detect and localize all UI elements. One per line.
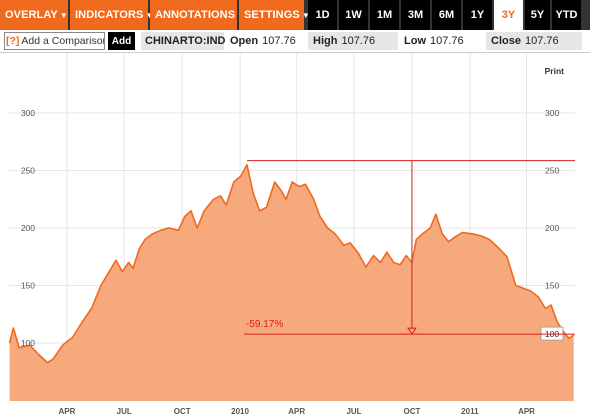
annotations-menu-label: ANNOTATIONS	[155, 9, 236, 21]
annotation-percent-label: -59.17%	[246, 319, 283, 330]
close-value: 107.76	[524, 35, 559, 47]
settings-menu[interactable]: SETTINGS ▼	[239, 0, 310, 30]
overlay-menu-label: OVERLAY	[5, 9, 58, 21]
y-tick-label-right: 150	[545, 281, 559, 291]
add-comparison-button[interactable]: Add	[108, 32, 135, 50]
low-label: Low	[404, 35, 426, 47]
low-stat: Low 107.76	[399, 32, 485, 50]
toolbar: OVERLAY▼ INDICATORS▼ ANNOTATIONS▼ SETTIN…	[0, 0, 590, 30]
x-tick-label: JUL	[117, 407, 132, 416]
period-ytd-button[interactable]: YTD	[552, 0, 581, 30]
ticker-symbol: CHINARTO:IND	[141, 32, 225, 50]
period-1m-button[interactable]: 1M	[370, 0, 399, 30]
x-tick-label: APR	[518, 407, 535, 416]
settings-menu-label: SETTINGS	[244, 9, 300, 21]
y-tick-label-right: 250	[545, 166, 559, 176]
y-tick-label-left: 100	[21, 338, 35, 348]
comparison-input[interactable]: [?] Add a Comparison	[4, 32, 105, 50]
x-tick-label: JUL	[346, 407, 361, 416]
high-value: 107.76	[341, 35, 376, 47]
close-stat: Close 107.76	[486, 32, 582, 50]
period-1y-button[interactable]: 1Y	[463, 0, 492, 30]
period-5y-button[interactable]: 5Y	[525, 0, 550, 30]
comparison-placeholder: Add a Comparison	[21, 35, 105, 47]
open-label: Open	[230, 35, 259, 47]
price-line	[8, 164, 575, 364]
indicators-menu[interactable]: INDICATORS▼	[70, 0, 153, 30]
annotations-menu[interactable]: ANNOTATIONS▼	[150, 0, 245, 30]
x-tick-label: 2010	[231, 407, 249, 416]
indicators-menu-label: INDICATORS	[75, 9, 144, 21]
y-tick-label-left: 250	[21, 166, 35, 176]
low-value: 107.76	[430, 35, 464, 47]
annotation-arrowhead	[407, 327, 417, 335]
dropdown-arrow-icon: ▼	[59, 10, 68, 20]
period-1d-button[interactable]: 1D	[308, 0, 337, 30]
open-stat: Open 107.76	[225, 32, 307, 50]
quote-bar: [?] Add a Comparison Add CHINARTO:IND Op…	[0, 30, 590, 52]
x-tick-label: APR	[288, 407, 305, 416]
dropdown-arrow-icon: ▼	[301, 10, 310, 20]
price-area	[9, 164, 574, 401]
dropdown-arrow-icon: ▼	[145, 11, 153, 20]
x-tick-label: APR	[58, 407, 75, 416]
close-label: Close	[491, 35, 521, 47]
period-6m-button[interactable]: 6M	[432, 0, 461, 30]
help-icon[interactable]: [?]	[6, 35, 20, 47]
x-tick-label: OCT	[403, 407, 420, 416]
print-link[interactable]: Print	[544, 66, 564, 76]
high-stat: High 107.76	[308, 32, 398, 50]
overlay-menu[interactable]: OVERLAY ▼	[0, 0, 68, 30]
y-tick-label-left: 300	[21, 108, 35, 118]
x-tick-label: OCT	[174, 407, 191, 416]
y-tick-label-left: 200	[21, 223, 35, 233]
y-tick-label-right: 300	[545, 108, 559, 118]
chart-area: 100 150 150 200 200 250 250 300 300 100 APR JUL OCT 2…	[0, 52, 590, 417]
x-tick-label: 2011	[461, 407, 479, 416]
open-value: 107.76	[262, 35, 296, 47]
period-3y-button[interactable]: 3Y	[494, 0, 523, 30]
high-label: High	[313, 35, 338, 47]
y-tick-label-right: 200	[545, 223, 559, 233]
period-3m-button[interactable]: 3M	[401, 0, 430, 30]
period-1w-button[interactable]: 1W	[339, 0, 368, 30]
y-tick-label-left: 150	[21, 281, 35, 291]
